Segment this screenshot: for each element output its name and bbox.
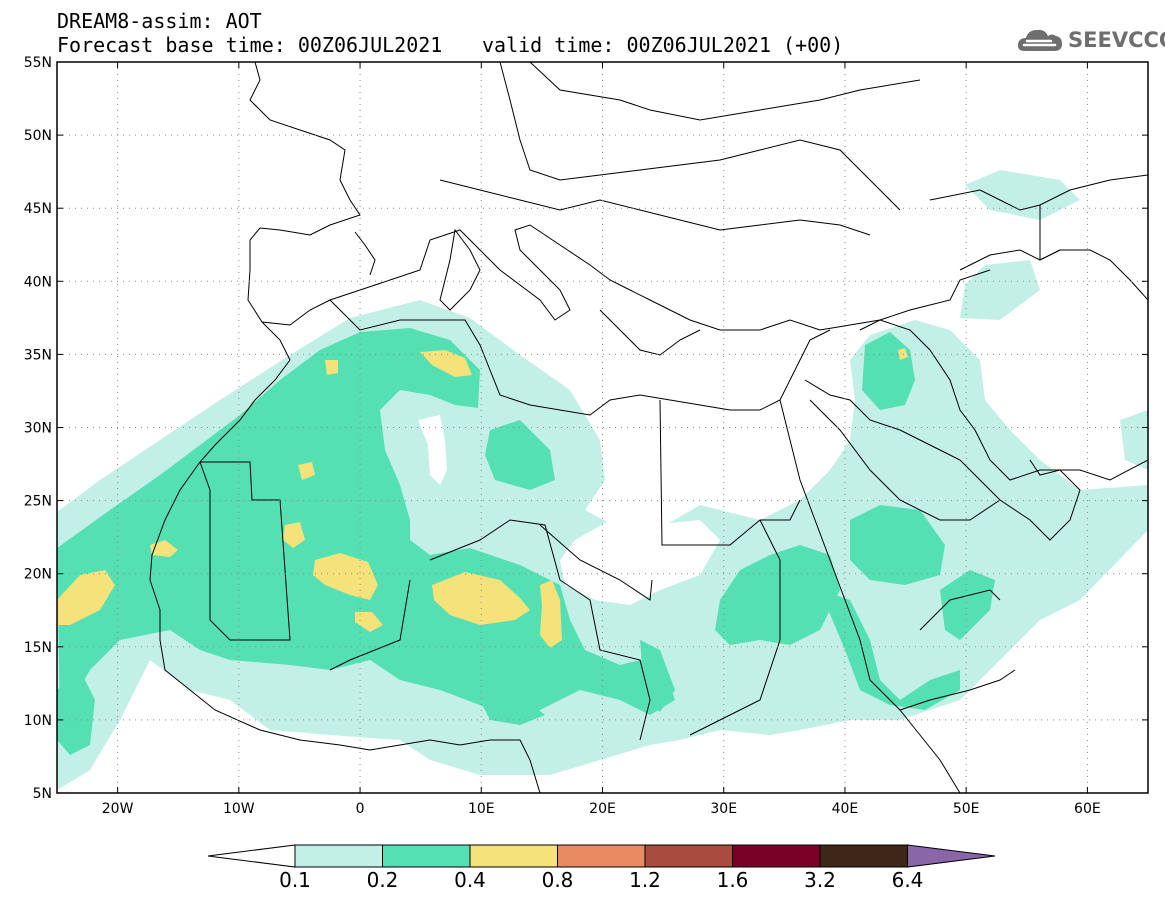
colorbar-level-5: 1.6 <box>717 868 749 892</box>
lon-label-0: 20W <box>102 801 134 817</box>
lat-label-3: 40N <box>24 274 52 290</box>
lat-label-4: 35N <box>24 347 52 363</box>
lat-label-5: 30N <box>24 421 52 437</box>
colorbar-swatch-1 <box>294 844 383 868</box>
lon-label-7: 50E <box>953 801 980 817</box>
lat-label-1: 50N <box>24 128 52 144</box>
lat-label-10: 5N <box>33 786 52 802</box>
lon-label-6: 40E <box>832 801 859 817</box>
colorbar-level-2: 0.4 <box>454 868 486 892</box>
colorbar-level-3: 0.8 <box>542 868 574 892</box>
base-time: Forecast base time: 00Z06JUL2021 <box>57 33 443 57</box>
coastlines-and-borders <box>149 62 1148 793</box>
lon-label-2: 0 <box>356 801 365 817</box>
colorbar: 0.1 0.2 0.4 0.8 1.2 1.6 3.2 6.4 <box>207 844 996 892</box>
lon-label-1: 10W <box>223 801 255 817</box>
lon-label-4: 20E <box>589 801 616 817</box>
lon-label-8: 60E <box>1074 801 1101 817</box>
colorbar-level-7: 6.4 <box>892 868 924 892</box>
lat-label-9: 10N <box>24 713 52 729</box>
colorbar-level-1: 0.2 <box>367 868 399 892</box>
map-title: DREAM8-assim: AOT <box>57 9 262 33</box>
lon-label-5: 30E <box>710 801 737 817</box>
colorbar-level-0: 0.1 <box>279 868 311 892</box>
lon-label-3: 10E <box>468 801 495 817</box>
aot-contour-fields <box>57 170 1148 790</box>
colorbar-swatch-7 <box>819 844 908 868</box>
seevccc-logo: SEEVCCC <box>1015 22 1165 58</box>
colorbar-arrow-high <box>907 844 996 868</box>
valid-time: valid time: 00Z06JUL2021 (+00) <box>482 33 844 57</box>
logo-text: SEEVCCC <box>1068 28 1165 52</box>
colorbar-swatch-2 <box>382 844 471 868</box>
colorbar-level-6: 3.2 <box>804 868 836 892</box>
cloud-icon <box>1017 29 1062 51</box>
forecast-time-line: Forecast base time: 00Z06JUL2021 valid ti… <box>57 33 843 57</box>
axis-ticks <box>57 61 1148 794</box>
colorbar-level-4: 1.2 <box>629 868 661 892</box>
aot-level-0.4 <box>57 348 908 648</box>
lat-label-6: 25N <box>24 494 52 510</box>
lat-label-8: 15N <box>24 640 52 656</box>
colorbar-swatch-5 <box>644 844 733 868</box>
colorbar-swatch-3 <box>469 844 558 868</box>
axis-labels: 20W 10W 0 10E 20E 30E 40E 50E 60E 55N 50N 45N 40N 35N… <box>24 55 1101 817</box>
aot-clear-areas <box>418 415 720 605</box>
lat-label-0: 55N <box>24 55 52 71</box>
colorbar-swatch-6 <box>732 844 821 868</box>
colorbar-swatch-4 <box>557 844 646 868</box>
lat-label-7: 20N <box>24 567 52 583</box>
colorbar-arrow-low <box>207 844 296 868</box>
lat-label-2: 45N <box>24 201 52 217</box>
